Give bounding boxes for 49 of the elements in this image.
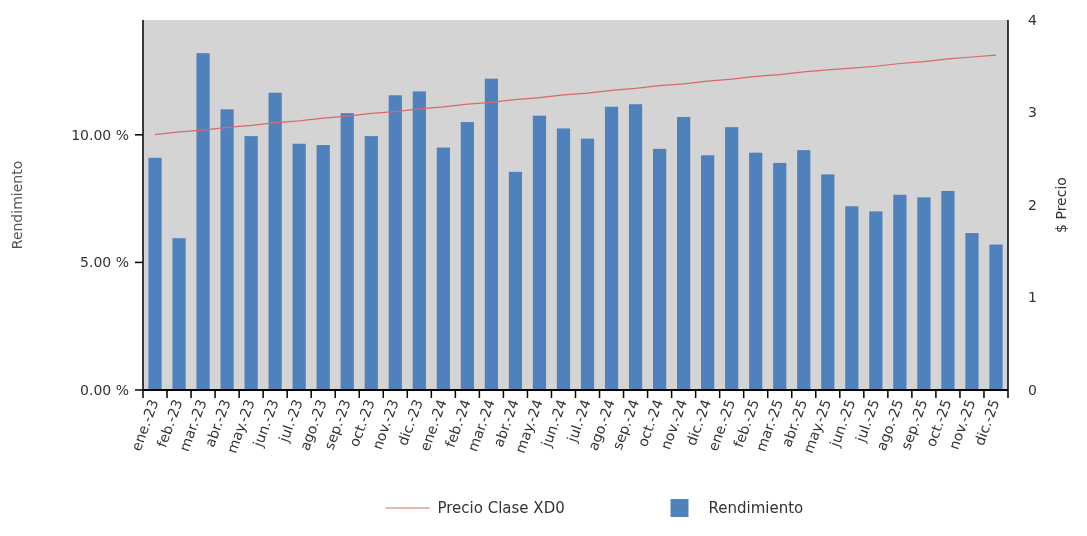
bar xyxy=(893,194,907,390)
bar xyxy=(604,106,619,390)
bar xyxy=(316,145,330,390)
bar xyxy=(941,190,955,390)
bar xyxy=(869,211,883,390)
y-tick-label: 10.00 % xyxy=(71,126,129,143)
bar xyxy=(220,109,234,390)
bar xyxy=(580,138,595,390)
bar xyxy=(172,238,186,390)
y2-axis-title: $ Precio xyxy=(1053,177,1069,233)
bar xyxy=(508,171,523,390)
bar xyxy=(340,113,354,390)
y-axis-title: Rendimiento xyxy=(9,160,25,250)
legend-label: Precio Clase XD0 xyxy=(437,499,565,517)
y2-tick-label: 2 xyxy=(1028,196,1037,213)
y2-tick-label: 1 xyxy=(1028,289,1037,306)
bar xyxy=(677,116,691,390)
bar xyxy=(749,152,763,390)
y-tick-label: 0.00 % xyxy=(80,381,129,398)
bar xyxy=(725,127,739,390)
y2-tick-label: 0 xyxy=(1028,381,1037,398)
bar xyxy=(388,95,402,390)
bar xyxy=(196,53,210,390)
bar xyxy=(773,162,787,390)
bar xyxy=(701,155,715,390)
bar xyxy=(556,128,571,390)
bar xyxy=(460,122,474,390)
bar xyxy=(364,136,378,390)
bar xyxy=(917,197,931,390)
bar xyxy=(292,143,306,390)
bar xyxy=(244,136,258,390)
y-tick-label: 5.00 % xyxy=(80,254,129,271)
bar xyxy=(436,147,450,390)
bar xyxy=(268,92,282,390)
bar xyxy=(652,148,667,390)
bar xyxy=(148,157,162,390)
y2-tick-label: 3 xyxy=(1028,104,1037,121)
line-series xyxy=(154,54,997,136)
bar xyxy=(412,91,426,390)
bar xyxy=(989,244,1003,390)
bar xyxy=(845,206,859,390)
bar xyxy=(821,174,835,390)
bar xyxy=(484,78,499,390)
legend-label: Rendimiento xyxy=(708,499,804,517)
bar xyxy=(628,104,643,390)
y2-tick-label: 4 xyxy=(1028,11,1037,28)
bar xyxy=(965,233,979,390)
bar xyxy=(532,115,547,390)
bar xyxy=(797,150,811,390)
